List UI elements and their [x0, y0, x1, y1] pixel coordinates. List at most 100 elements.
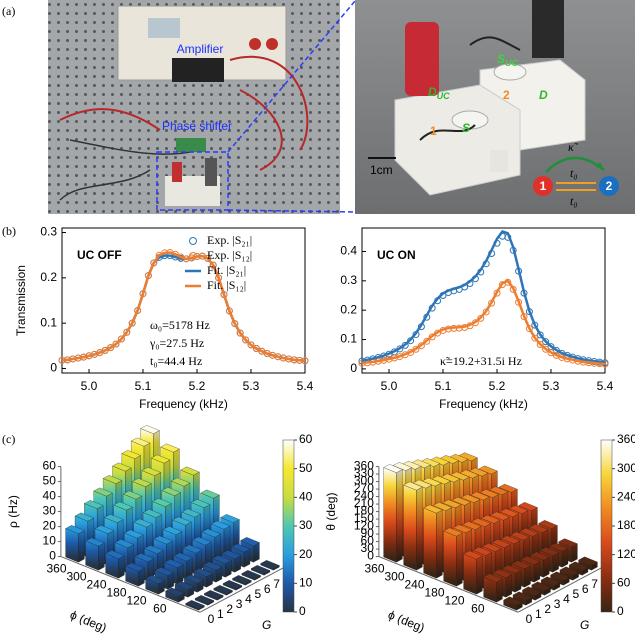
bar-shade: [197, 580, 204, 593]
bar-top: [491, 539, 511, 548]
wires: [59, 56, 309, 171]
bar-top: [210, 520, 231, 530]
legend-marker: [189, 237, 197, 245]
colorbar: [282, 439, 295, 613]
bar: [503, 596, 523, 611]
bar-top: [152, 498, 172, 507]
bar-top: [442, 499, 462, 509]
bar-top: [193, 568, 213, 577]
bar-top: [403, 481, 423, 491]
bar-top: [250, 565, 271, 574]
bar: [165, 587, 185, 603]
x-tick-label: 240: [86, 578, 106, 592]
photo-label: SUC: [497, 52, 519, 68]
bar-shade: [562, 548, 568, 568]
black-box: [172, 58, 224, 82]
bar-shade: [476, 556, 483, 595]
bar-top: [550, 571, 570, 581]
knob: [249, 38, 261, 50]
bar: [512, 591, 533, 606]
bar-top: [482, 543, 502, 552]
bar-shade: [525, 597, 532, 606]
bar: [483, 573, 503, 603]
fit-line: [361, 230, 606, 364]
bar-shade: [138, 568, 145, 587]
y-tick-label: 0.2: [40, 270, 57, 284]
bar-top: [518, 502, 538, 511]
colorbar-label: 360: [617, 432, 635, 446]
z-tick-label: 50: [43, 474, 57, 488]
bar-shade: [226, 590, 233, 596]
photo-label: κ̃: [568, 140, 579, 154]
x-tick-label: 5.2: [489, 379, 506, 393]
bar-top: [133, 518, 153, 528]
bar-top: [173, 552, 193, 562]
y-tick-label: 0: [526, 612, 533, 626]
x-axis-label: ϕ (deg): [386, 608, 427, 635]
bar-top: [520, 556, 541, 565]
bar-top: [190, 499, 211, 508]
x-tick-label: 60: [153, 602, 167, 616]
photo-label: 2: [503, 88, 510, 102]
bar-top: [490, 511, 510, 521]
bar-top: [213, 585, 233, 594]
y-tick-label: 0.4: [340, 244, 357, 258]
x-tick-label: 5.3: [243, 379, 260, 393]
legend-label: Fit. |S₂₁|: [207, 263, 246, 277]
panel-label: (b): [2, 224, 16, 238]
zoom-box: [156, 151, 229, 211]
bar-top: [478, 465, 498, 475]
y-tick-label: 5: [254, 587, 261, 601]
bar-top: [230, 543, 251, 553]
wires: [59, 139, 201, 201]
bar: [194, 595, 215, 606]
y-tick-label: 0: [50, 361, 57, 375]
node: [599, 176, 619, 196]
photo-left: Amplifier Phase shifter: [48, 0, 340, 214]
photo-label: S: [462, 121, 470, 135]
y-tick-label: 0: [208, 612, 215, 626]
bar-shade: [206, 573, 213, 588]
floor-edge: [378, 556, 519, 613]
bar-top: [121, 450, 142, 459]
legend-label: Exp. |S₂₁|: [207, 233, 252, 247]
colorbar-label: 50: [299, 461, 313, 475]
bar: [222, 580, 243, 591]
y-axis-label: G: [262, 618, 271, 632]
bar-top: [74, 512, 95, 522]
x-tick-label: 300: [66, 570, 86, 584]
bar-top: [492, 569, 513, 578]
bar-top: [540, 576, 561, 586]
colorbar-label: 40: [299, 490, 313, 504]
data-point: [536, 341, 544, 349]
bar-top: [462, 521, 482, 530]
bar-shade: [244, 549, 250, 568]
bar-top: [201, 528, 222, 538]
bar-top: [460, 494, 481, 503]
label-main: D: [428, 85, 437, 99]
legend-marker: [189, 252, 197, 260]
x-tick-label: 5.4: [597, 379, 614, 393]
bar-top: [125, 562, 145, 572]
bar-shade: [416, 487, 423, 571]
x-tick-label: 60: [471, 602, 485, 616]
bar-top: [528, 524, 549, 533]
bar-shade: [186, 558, 193, 580]
bar-shade: [571, 543, 578, 563]
bar-top: [459, 469, 479, 479]
y-tick-label: 0.1: [340, 332, 357, 346]
z-axis-label: θ (deg): [324, 493, 338, 531]
y-tick-label: 6: [582, 582, 589, 596]
bar-top: [241, 570, 261, 579]
x-axis-label: ϕ (deg): [68, 608, 109, 635]
bar-top: [423, 504, 443, 514]
z-tick-label: 0: [367, 549, 374, 563]
bar-shade: [78, 530, 85, 563]
annotation: κ̃=19.2+31.5i Hz: [440, 354, 522, 368]
x-tick-label: 360: [364, 562, 384, 576]
bar: [550, 571, 570, 586]
bar-top: [113, 501, 133, 511]
y-tick-label: 0.2: [340, 302, 357, 316]
y-tick-label: 0.3: [340, 273, 357, 287]
bar-top: [143, 545, 164, 554]
